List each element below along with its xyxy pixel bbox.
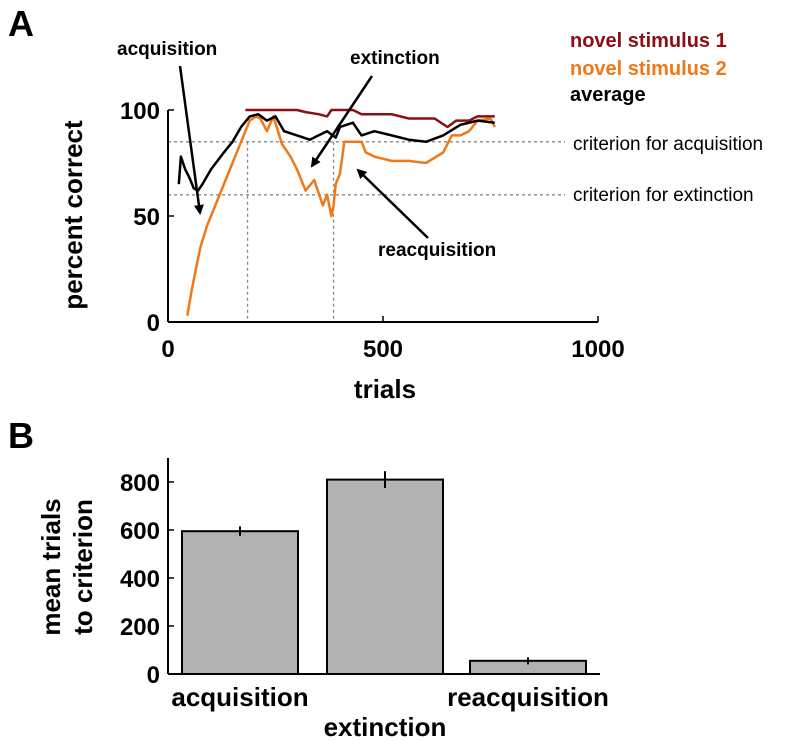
arrow-extinction: [310, 75, 374, 168]
line-chart: 0 500 1000 0 50 100 trials percent correct no…: [58, 30, 763, 404]
bar-y-tick-label-0: 0: [147, 662, 160, 689]
criterion-acquisition-label: criterion for acquisition: [573, 134, 763, 155]
arrow-reacquisition: [356, 168, 429, 239]
bar-y-axis-label-line2: to criterion: [68, 499, 98, 635]
y-axis-label: percent correct: [58, 120, 88, 310]
legend-novel-stimulus-2: novel stimulus 2: [570, 58, 727, 80]
bar-chart: 0 200 400 600 800 mean trials to criterion a…: [36, 458, 609, 741]
y-tick-label-2: 100: [120, 98, 160, 125]
x-tick-label-2: 1000: [571, 336, 624, 363]
panel-b-label: B: [8, 415, 34, 456]
reference-lines: [168, 141, 565, 322]
x-tick-label-1: 500: [363, 336, 403, 363]
bar-y-tick-label-1: 200: [120, 614, 160, 641]
category-label-reacquisition: reacquisition: [447, 682, 609, 712]
y-tick-label-1: 50: [133, 204, 160, 231]
category-label-extinction: extinction: [324, 712, 447, 741]
bar-y-tick-label-4: 800: [120, 470, 160, 497]
y-tick-label-0: 0: [147, 310, 160, 337]
line-chart-ticks: 0 500 1000 0 50 100: [120, 98, 625, 363]
arrow-acquisition: [178, 65, 204, 215]
bar-chart-ticks: 0 200 400 600 800: [120, 470, 174, 689]
series-line-1: [186, 115, 496, 316]
bars: [181, 471, 587, 676]
x-axis-label: trials: [354, 374, 416, 404]
legend-average: average: [570, 84, 646, 106]
x-tick-label-0: 0: [161, 336, 174, 363]
series-lines: [177, 108, 496, 316]
bar-y-axis-label-line1: mean trials: [36, 498, 66, 635]
bar-y-tick-label-2: 400: [120, 566, 160, 593]
bar-0: [181, 530, 299, 676]
criterion-extinction-label: criterion for extinction: [573, 185, 754, 206]
series-line-0: [245, 108, 495, 129]
panel-a-label: A: [8, 3, 34, 44]
annotation-acquisition: acquisition: [117, 39, 217, 60]
legend-novel-stimulus-1: novel stimulus 1: [570, 30, 727, 52]
category-label-acquisition: acquisition: [171, 682, 308, 712]
bar-1: [326, 478, 444, 675]
bar-chart-axes: [167, 458, 600, 675]
annotation-extinction: extinction: [350, 48, 440, 69]
bar-y-tick-label-3: 600: [120, 518, 160, 545]
annotation-reacquisition: reacquisition: [378, 240, 496, 261]
series-line-2: [177, 112, 495, 192]
